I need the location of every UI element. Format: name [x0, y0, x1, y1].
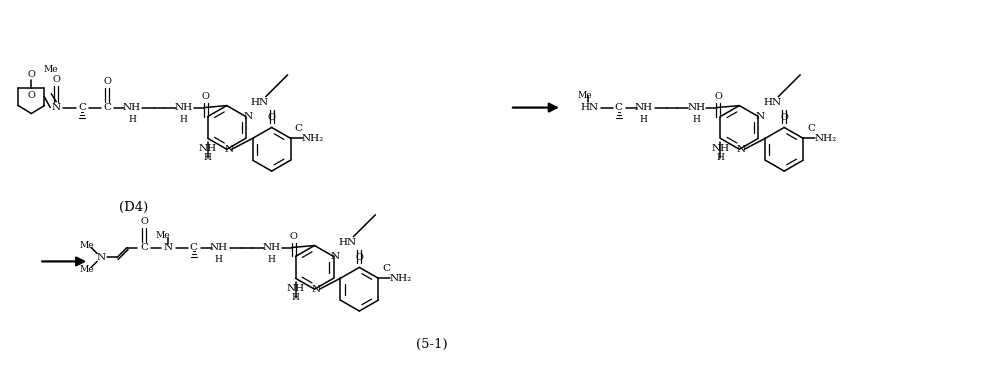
Text: O: O: [52, 75, 60, 84]
Text: O: O: [103, 77, 111, 86]
Text: C: C: [103, 103, 111, 112]
Text: NH: NH: [286, 284, 304, 293]
Text: HN: HN: [581, 103, 599, 112]
Text: NH: NH: [123, 103, 141, 112]
Text: C: C: [78, 103, 86, 112]
Text: N: N: [52, 103, 61, 112]
Text: H: H: [180, 115, 188, 124]
Text: NH₂: NH₂: [301, 134, 323, 143]
Text: H: H: [640, 115, 648, 124]
Text: N: N: [97, 253, 106, 262]
Text: C: C: [382, 264, 390, 273]
Text: O: O: [355, 253, 363, 262]
Text: H: H: [267, 255, 275, 264]
Text: Me: Me: [80, 265, 95, 274]
Text: N: N: [244, 112, 252, 121]
Text: (5-1): (5-1): [416, 338, 448, 351]
Text: H: H: [693, 115, 701, 124]
Text: N: N: [755, 112, 764, 121]
Text: N: N: [225, 145, 234, 154]
Text: C: C: [190, 243, 198, 252]
Text: H: H: [291, 293, 299, 302]
Text: (D4): (D4): [120, 201, 149, 214]
Text: NH: NH: [262, 243, 280, 252]
Text: HN: HN: [763, 98, 781, 107]
Text: C: C: [807, 124, 815, 133]
Text: O: O: [27, 91, 35, 100]
Text: Me: Me: [578, 91, 592, 100]
Text: H: H: [717, 153, 725, 162]
Text: HN: HN: [250, 98, 268, 107]
Text: NH₂: NH₂: [389, 274, 411, 283]
Text: NH: NH: [210, 243, 228, 252]
Text: N: N: [737, 145, 746, 154]
Text: O: O: [27, 70, 35, 79]
Text: N: N: [312, 285, 321, 294]
Text: H: H: [128, 115, 136, 124]
Text: NH: NH: [175, 103, 193, 112]
Text: HN: HN: [338, 238, 356, 247]
Text: O: O: [289, 232, 297, 241]
Text: O: O: [780, 113, 788, 122]
Text: NH: NH: [688, 103, 706, 112]
Text: O: O: [715, 92, 723, 101]
Text: NH₂: NH₂: [814, 134, 836, 143]
Text: N: N: [331, 252, 340, 261]
Text: Me: Me: [156, 231, 171, 240]
Text: NH: NH: [635, 103, 653, 112]
Text: H: H: [215, 255, 223, 264]
Text: C: C: [294, 124, 302, 133]
Text: C: C: [140, 243, 148, 252]
Text: C: C: [615, 103, 623, 112]
Text: NH: NH: [712, 144, 730, 153]
Text: N: N: [164, 243, 173, 252]
Text: Me: Me: [44, 66, 59, 74]
Text: O: O: [140, 217, 148, 226]
Text: O: O: [267, 113, 275, 122]
Text: H: H: [204, 153, 212, 162]
Text: Me: Me: [80, 241, 95, 250]
Text: NH: NH: [199, 144, 217, 153]
Text: O: O: [202, 92, 210, 101]
